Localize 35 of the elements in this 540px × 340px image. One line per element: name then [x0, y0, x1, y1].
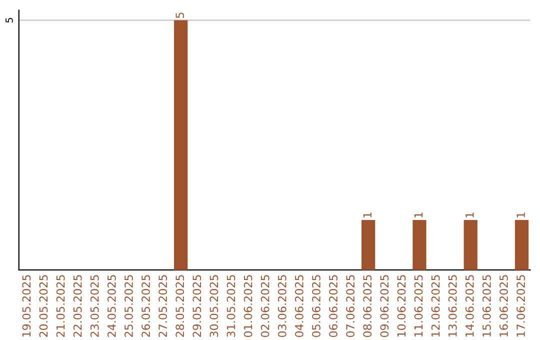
x-tick-label: 11.06.2025: [414, 275, 423, 337]
x-tick-label: 13.06.2025: [448, 275, 457, 337]
x-tick-label: 16.06.2025: [500, 275, 508, 337]
x-tick-label: 03.06.2025: [278, 275, 286, 338]
x-tick-label: 24.05.2025: [107, 275, 116, 337]
data-label: 1: [516, 212, 525, 218]
x-tick-label: 22.05.2025: [73, 275, 82, 337]
x-tick-label: 28.05.2025: [176, 275, 184, 337]
x-tick-label: 20.05.2025: [39, 275, 48, 337]
data-label: 1: [466, 212, 474, 218]
x-tick-label: 07.06.2025: [346, 275, 355, 338]
x-tick-label: 27.05.2025: [158, 275, 168, 337]
x-tick-label: 15.06.2025: [482, 275, 491, 337]
x-tick-label: 25.05.2025: [124, 275, 133, 337]
x-tick-label: 04.06.2025: [294, 275, 304, 338]
x-tick-label: 12.06.2025: [431, 275, 440, 337]
x-tick-label: 19.05.2025: [22, 275, 31, 337]
data-label: 1: [414, 212, 423, 218]
x-tick-label: 05.06.2025: [312, 275, 320, 338]
x-tick-label: 17.06.2025: [516, 275, 525, 337]
x-tick-label: 21.05.2025: [56, 275, 65, 337]
x-tick-label: 30.05.2025: [210, 275, 218, 337]
data-label: 1: [363, 212, 372, 218]
x-tick-label: 08.06.2025: [363, 275, 372, 338]
x-tick-label: 09.06.2025: [380, 275, 389, 338]
x-tick-label: 01.06.2025: [244, 275, 252, 338]
x-tick-label: 26.05.2025: [142, 275, 150, 337]
x-tick-label: 06.06.2025: [329, 275, 338, 338]
data-label: 5: [176, 12, 184, 18]
x-tick-label: 10.06.2025: [397, 275, 406, 337]
x-tick-label: 23.05.2025: [90, 275, 99, 337]
x-tick-label: 02.06.2025: [260, 275, 270, 338]
x-tick-label: 31.05.2025: [226, 275, 236, 337]
x-tick-label: 14.06.2025: [465, 275, 474, 337]
x-tick-label: 29.05.2025: [192, 275, 202, 337]
